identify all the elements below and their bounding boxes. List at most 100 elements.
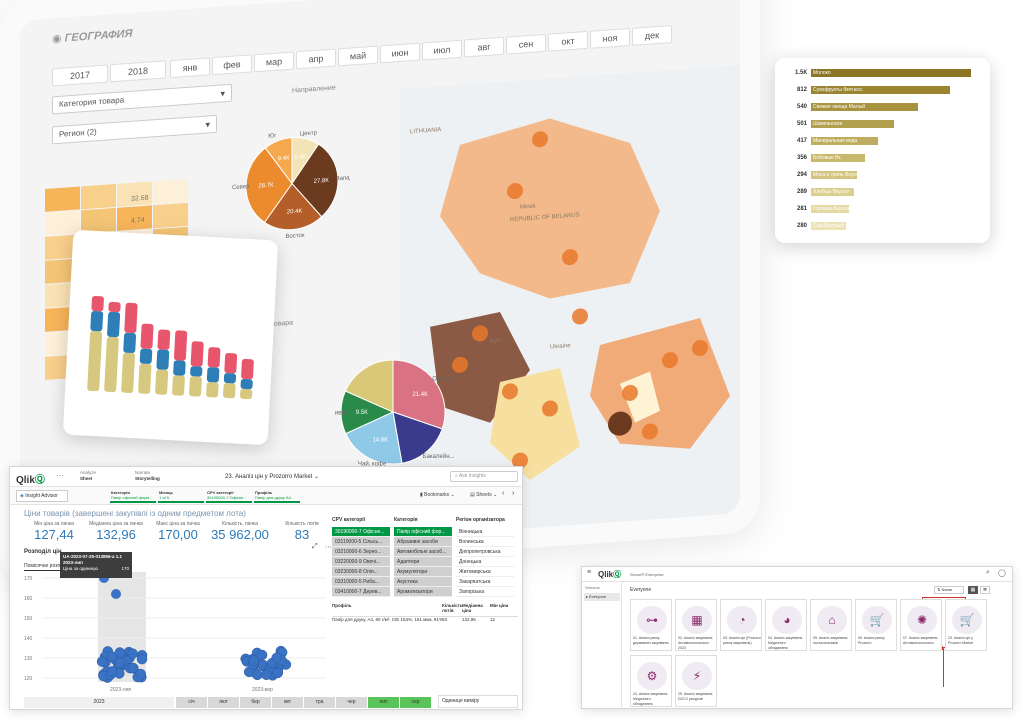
price-point[interactable] [114, 657, 126, 668]
month-cell[interactable]: тра [304, 697, 335, 708]
map-bubble[interactable] [642, 423, 658, 440]
price-point[interactable] [256, 649, 268, 661]
insight-advisor-button[interactable]: ◈ Insight Advisor [16, 490, 68, 502]
user-icon[interactable]: ◯ [998, 570, 1006, 577]
listbox-item[interactable]: Дніпропетровська [456, 547, 514, 557]
stack-segment[interactable] [104, 336, 119, 393]
year-cell[interactable]: 2023 [24, 697, 174, 708]
month-tab[interactable]: май [338, 45, 378, 67]
month-cell[interactable]: січ [176, 697, 207, 708]
listbox-item[interactable]: Запорізька [456, 587, 514, 597]
pie-slice[interactable] [263, 182, 323, 232]
narrate-tab[interactable]: Narrate Storytelling [135, 470, 160, 482]
month-tab[interactable]: ноя [590, 27, 630, 49]
map-bubble[interactable] [507, 182, 523, 200]
sheets-button[interactable]: ▤ Sheets ⌄ [470, 492, 498, 498]
stack-segment[interactable] [121, 352, 135, 394]
pie-slice[interactable] [344, 359, 394, 413]
app-tile[interactable]: ▦ 02. Аналіз закупівель Антимонопольного … [675, 599, 717, 651]
next-sheet-icon[interactable]: › [512, 490, 515, 497]
pie-slice[interactable] [264, 137, 293, 186]
listbox-item[interactable]: Волинська [456, 537, 514, 547]
map-bubble[interactable] [542, 400, 558, 417]
stack-segment[interactable] [139, 348, 153, 364]
hbar-row[interactable]: 280 Сыр Вкусный [783, 221, 846, 231]
month-cell[interactable]: чер [336, 697, 367, 708]
map-bubble[interactable] [622, 384, 638, 401]
month-tab[interactable]: фев [212, 54, 252, 76]
stack-segment[interactable] [90, 310, 104, 332]
stack-segment[interactable] [224, 353, 238, 374]
year-tab[interactable]: 2017 [52, 64, 108, 87]
month-cell[interactable]: лип [368, 697, 399, 708]
stack-segment[interactable] [241, 358, 254, 380]
year-tab[interactable]: 2018 [110, 60, 166, 83]
qlik-logo[interactable]: QlikⓆ [16, 475, 45, 486]
hbar-row[interactable]: 501 Шампанское [783, 119, 894, 129]
sidebar-streams[interactable]: Streams [585, 585, 600, 590]
stack-segment[interactable] [172, 375, 185, 396]
month-cell[interactable]: квт [272, 697, 303, 708]
analyze-tab[interactable]: Analyze Sheet [80, 470, 96, 482]
filter-chip[interactable]: Профіль Папір для друку А4... [254, 489, 300, 503]
price-point[interactable] [135, 668, 147, 680]
month-tab[interactable]: июл [422, 39, 462, 61]
month-tab[interactable]: янв [170, 57, 210, 79]
month-tab[interactable]: июн [380, 42, 420, 64]
listbox-item[interactable]: 03410000-7 Дерев... [332, 587, 390, 597]
app-tile[interactable]: ✺ 07. Аналіз закупівель Антимонопольного [900, 599, 942, 651]
stack-segment[interactable] [156, 349, 170, 370]
prev-sheet-icon[interactable]: ‹ [502, 490, 505, 497]
bookmarks-button[interactable]: ▮ Bookmarks ⌄ [420, 492, 455, 498]
table-header[interactable]: Медіанна ціна [462, 603, 483, 613]
stack-segment[interactable] [240, 388, 253, 400]
map-bubble[interactable] [502, 383, 518, 400]
more-menu-icon[interactable]: ··· [56, 471, 64, 480]
price-point[interactable] [271, 652, 282, 664]
listbox-item[interactable]: Акустика [394, 577, 452, 587]
listbox-item[interactable]: 30190000-7 Офісне... [332, 527, 390, 537]
stack-segment[interactable] [138, 363, 152, 394]
stack-segment[interactable] [190, 366, 203, 377]
grid-view-icon[interactable]: ▦ [968, 586, 978, 594]
listbox-item[interactable]: Папір офісний фор... [394, 527, 452, 537]
price-point[interactable] [272, 667, 284, 679]
table-header[interactable]: Кількість лотів [442, 603, 462, 613]
listbox-item[interactable]: Акумулятори [394, 567, 452, 577]
hbar-row[interactable]: 281 Горчица Вкусная [783, 204, 849, 214]
region-pale[interactable] [620, 371, 660, 424]
listbox-item[interactable]: Вінницька [456, 527, 514, 537]
listbox-item[interactable]: 03310000-5 Риба... [332, 577, 390, 587]
listbox-item[interactable]: 03210000-6 Зерно... [332, 547, 390, 557]
hbar-row[interactable]: 812 Сухофрукты Фитнесс [783, 85, 950, 95]
stack-segment[interactable] [155, 369, 169, 395]
month-cell[interactable]: сер [400, 697, 431, 708]
price-point[interactable] [136, 653, 148, 665]
expand-icon[interactable]: ⤢ [312, 543, 318, 550]
stack-segment[interactable] [107, 311, 121, 338]
app-tile[interactable]: 🛒 23. Аналіз цін у Prozorro Market [945, 599, 987, 651]
app-tile[interactable]: ◕ 04. Аналіз закупівель Медичного обладна… [765, 599, 807, 651]
stack-segment[interactable] [123, 332, 137, 354]
hbar-row[interactable]: 1.5К Молоко [783, 68, 971, 78]
stack-segment[interactable] [157, 329, 171, 350]
price-point[interactable] [248, 655, 259, 666]
hbar-row[interactable]: 540 Свежие овощи Малый [783, 102, 918, 112]
listbox-item[interactable]: Донецька [456, 557, 514, 567]
map-bubble[interactable] [608, 411, 632, 437]
price-point[interactable] [261, 669, 272, 680]
price-point[interactable] [127, 648, 138, 659]
stack-segment[interactable] [223, 382, 236, 399]
app-tile[interactable]: 🛒 06. Аналіз ринку Prozorro [855, 599, 897, 651]
app-tile[interactable]: ◔ 03. Аналіз цін (Prozorro ринок закупіве… [720, 599, 762, 651]
more-options-icon[interactable]: ⋯ [325, 544, 332, 551]
stack-segment[interactable] [206, 367, 220, 383]
pie-slice[interactable] [392, 359, 446, 430]
app-tile[interactable]: ⚙ 24. Аналіз закупівель Медичного обладна… [630, 655, 672, 707]
stack-segment[interactable] [173, 330, 188, 361]
month-tab[interactable]: мар [254, 51, 294, 73]
table-header[interactable]: Мін ціна [490, 603, 509, 608]
price-point[interactable] [96, 656, 108, 667]
stack-segment[interactable] [223, 373, 237, 384]
month-cell[interactable]: бер [240, 697, 271, 708]
